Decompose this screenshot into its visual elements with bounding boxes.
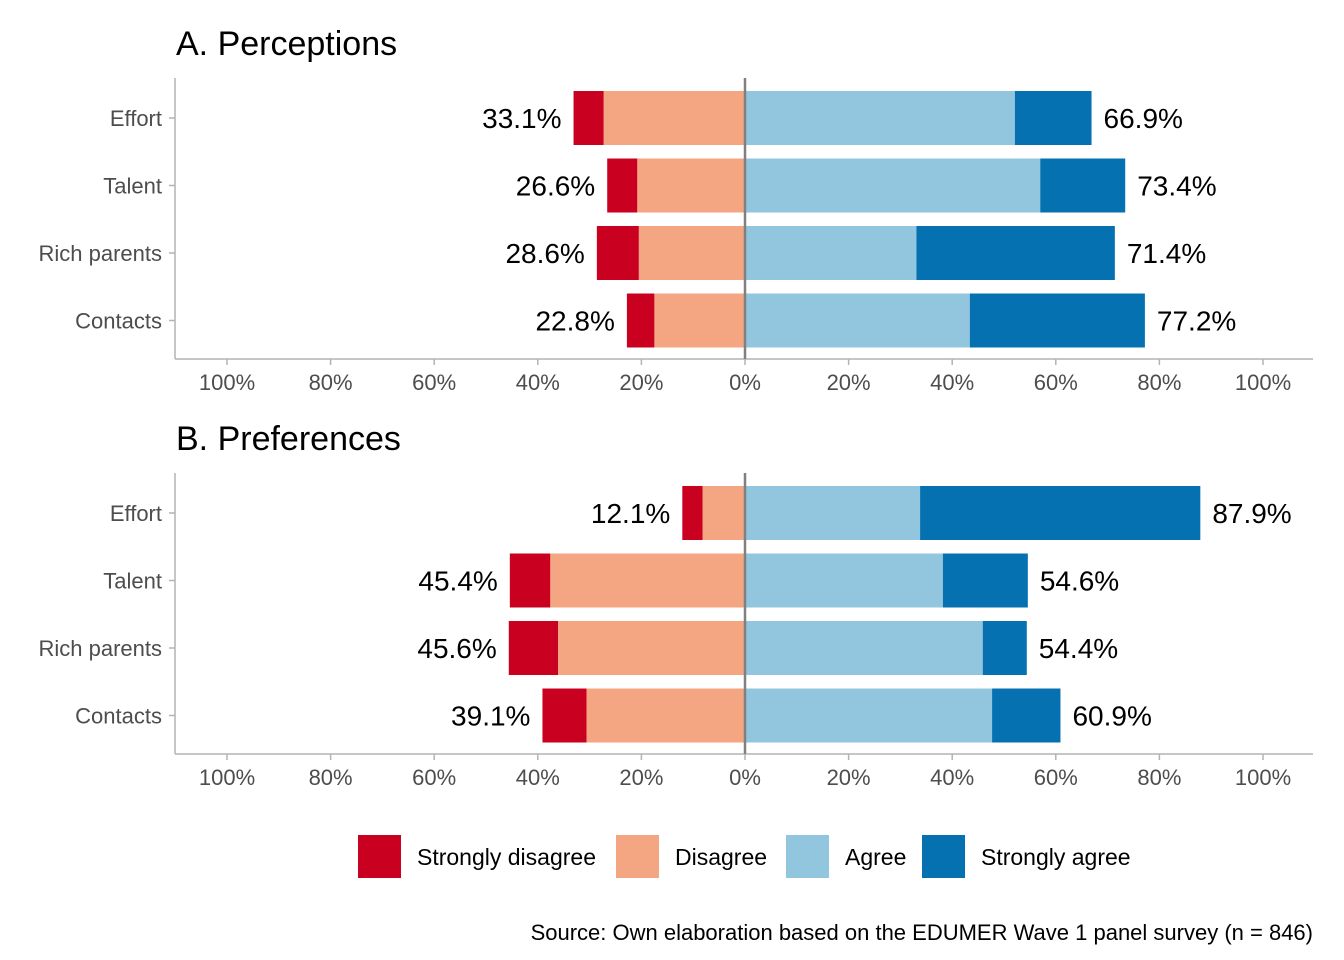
bar-strongly-agree <box>1014 91 1092 145</box>
positive-total-label: 66.9% <box>1104 103 1183 134</box>
x-tick-label: 20% <box>619 370 663 395</box>
x-tick-label: 40% <box>930 765 974 790</box>
bar-agree <box>745 553 943 608</box>
bar-strongly-disagree <box>596 226 639 280</box>
bar-agree <box>745 226 917 280</box>
x-tick-label: 20% <box>827 765 871 790</box>
bar-strongly-agree <box>920 486 1201 540</box>
bar-disagree <box>654 293 745 348</box>
bar-strongly-agree <box>969 293 1145 348</box>
negative-total-label: 26.6% <box>516 171 595 202</box>
bar-strongly-disagree <box>626 293 655 348</box>
legend-swatch <box>786 835 829 878</box>
bar-agree <box>745 621 983 675</box>
bar-strongly-agree <box>942 553 1028 608</box>
x-tick-label: 40% <box>930 370 974 395</box>
x-tick-label: 0% <box>729 370 761 395</box>
bar-strongly-agree <box>982 621 1027 675</box>
bar-strongly-agree <box>992 688 1061 743</box>
negative-total-label: 39.1% <box>451 701 530 732</box>
x-tick-label: 40% <box>516 765 560 790</box>
x-tick-label: 60% <box>412 370 456 395</box>
bar-disagree <box>558 621 745 675</box>
x-tick-label: 60% <box>1034 370 1078 395</box>
positive-total-label: 77.2% <box>1157 306 1236 337</box>
legend-swatch <box>922 835 965 878</box>
bar-strongly-disagree <box>607 158 638 213</box>
positive-total-label: 87.9% <box>1212 498 1291 529</box>
category-label: Rich parents <box>38 636 162 661</box>
negative-total-label: 45.4% <box>418 566 497 597</box>
x-tick-label: 80% <box>309 370 353 395</box>
bar-disagree <box>638 226 745 280</box>
bar-strongly-disagree <box>508 621 559 675</box>
legend-label: Agree <box>845 844 906 870</box>
x-tick-label: 100% <box>199 765 255 790</box>
bar-disagree <box>550 553 745 608</box>
x-tick-label: 80% <box>1137 370 1181 395</box>
positive-total-label: 73.4% <box>1137 171 1216 202</box>
x-tick-label: 20% <box>827 370 871 395</box>
negative-total-label: 28.6% <box>505 238 584 269</box>
bar-agree <box>745 158 1041 213</box>
legend-swatch <box>358 835 401 878</box>
panel-title: B. Preferences <box>176 420 401 458</box>
x-tick-label: 60% <box>412 765 456 790</box>
category-label: Contacts <box>75 704 162 729</box>
panel-title: A. Perceptions <box>176 25 397 63</box>
x-tick-label: 100% <box>1235 370 1291 395</box>
negative-total-label: 45.6% <box>417 633 496 664</box>
bar-disagree <box>637 158 745 213</box>
x-tick-label: 20% <box>619 765 663 790</box>
panel-preferences: B. Preferences 100% 80% 60% 40% 20% 0% 20% 40% 6… <box>38 420 1313 790</box>
bar-agree <box>745 293 970 348</box>
source-caption: Source: Own elaboration based on the EDU… <box>531 920 1313 945</box>
x-tick-label: 80% <box>1137 765 1181 790</box>
x-tick-label: 100% <box>199 370 255 395</box>
legend-label: Disagree <box>675 844 767 870</box>
bar-disagree <box>586 688 745 743</box>
x-tick-label: 100% <box>1235 765 1291 790</box>
bar-disagree <box>603 91 745 145</box>
bar-disagree <box>702 486 745 540</box>
negative-total-label: 33.1% <box>482 103 561 134</box>
x-tick-label: 0% <box>729 765 761 790</box>
bar-strongly-disagree <box>573 91 604 145</box>
bar-strongly-disagree <box>682 486 703 540</box>
category-label: Effort <box>110 501 162 526</box>
legend-label: Strongly agree <box>981 844 1131 870</box>
bar-strongly-disagree <box>509 553 551 608</box>
bar-agree <box>745 688 993 743</box>
negative-total-label: 22.8% <box>535 306 614 337</box>
positive-total-label: 54.6% <box>1040 566 1119 597</box>
bar-agree <box>745 486 921 540</box>
bar-strongly-agree <box>916 226 1115 280</box>
legend-label: Strongly disagree <box>417 844 596 870</box>
negative-total-label: 12.1% <box>591 498 670 529</box>
bar-agree <box>745 91 1015 145</box>
x-tick-label: 40% <box>516 370 560 395</box>
category-label: Talent <box>103 569 162 594</box>
category-label: Rich parents <box>38 241 162 266</box>
x-tick-label: 60% <box>1034 765 1078 790</box>
legend: Strongly disagree Disagree Agree Strongly a… <box>358 835 1131 878</box>
bar-strongly-disagree <box>542 688 587 743</box>
positive-total-label: 54.4% <box>1039 633 1118 664</box>
category-label: Talent <box>103 174 162 199</box>
category-label: Contacts <box>75 309 162 334</box>
positive-total-label: 71.4% <box>1127 238 1206 269</box>
bar-strongly-agree <box>1040 158 1126 213</box>
x-tick-label: 80% <box>309 765 353 790</box>
positive-total-label: 60.9% <box>1072 701 1151 732</box>
legend-swatch <box>616 835 659 878</box>
category-label: Effort <box>110 106 162 131</box>
panel-perceptions: A. Perceptions 100% 80% 60% 40% 20% 0% 20% 40% 6… <box>38 25 1313 395</box>
